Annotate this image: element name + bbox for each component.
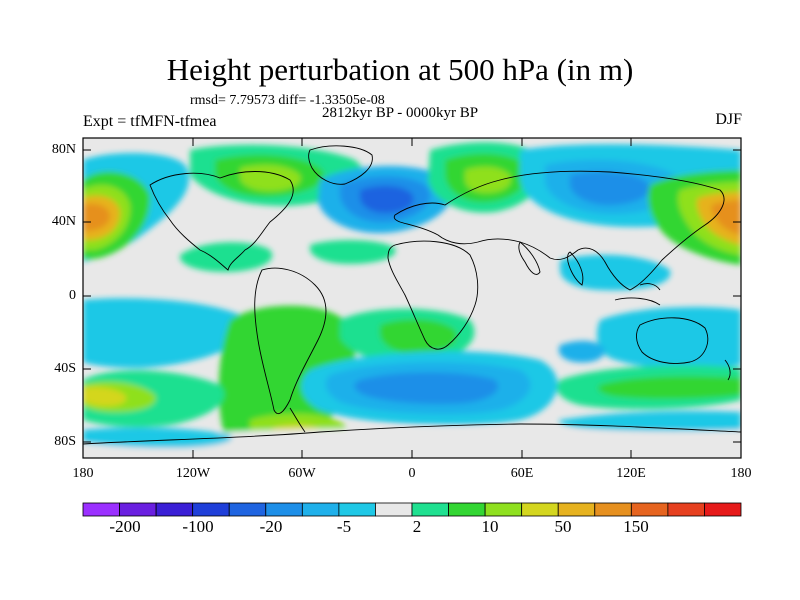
colorbar: [82, 502, 742, 517]
lon-label-0: 0: [408, 466, 416, 481]
colorbar-label: 150: [623, 517, 649, 536]
map-title: Height perturbation at 500 hPa (in m): [166, 52, 634, 87]
colorbar-swatch: [484, 502, 523, 517]
colorbar-swatch: [448, 502, 486, 517]
colorbar-swatch: [155, 502, 194, 517]
lat-label-40s: 40S: [54, 361, 76, 376]
colorbar-swatch: [375, 502, 413, 517]
lat-label-0: 0: [69, 288, 76, 303]
lon-label-120w: 120W: [175, 466, 211, 481]
colorbar-label: 50: [554, 517, 572, 536]
colorbar-swatch: [704, 502, 742, 517]
lon-label-60w: 60W: [288, 466, 316, 481]
colorbar-label: 10: [481, 517, 499, 536]
colorbar-swatch: [192, 502, 230, 517]
colorbar-swatch: [82, 502, 120, 517]
lon-label-180w: 180: [72, 466, 94, 481]
lat-label-40n: 40N: [51, 214, 76, 229]
contour-field: [83, 138, 741, 458]
colorbar-swatch: [630, 502, 669, 517]
colorbar-swatch: [228, 502, 267, 517]
colorbar-label: -200: [109, 517, 141, 536]
colorbar-swatch: [521, 502, 559, 517]
colorbar-swatch: [411, 502, 449, 517]
colorbar-swatch: [338, 502, 376, 517]
lon-ticks: [192, 138, 632, 458]
lon-label-180e: 180: [730, 466, 752, 481]
colorbar-swatch: [119, 502, 157, 517]
colorbar-swatch: [557, 502, 596, 517]
lat-ticks: [83, 149, 741, 443]
lat-label-80s: 80S: [54, 434, 76, 449]
colorbar-label: -5: [336, 517, 352, 536]
rmsd-stats: rmsd= 7.79573 diff= -1.33505e-08: [190, 93, 385, 108]
coastlines: [83, 145, 741, 445]
period-label: 2812kyr BP - 0000kyr BP: [322, 105, 479, 121]
colorbar-label: -100: [182, 517, 214, 536]
lon-label-120e: 120E: [616, 466, 646, 481]
season-label: DJF: [715, 111, 742, 128]
colorbar-label: 2: [412, 517, 422, 536]
colorbar-swatch: [301, 502, 340, 517]
colorbar-swatch: [594, 502, 632, 517]
colorbar-label: -20: [259, 517, 283, 536]
experiment-label: Expt = tfMFN-tfmea: [83, 113, 217, 130]
lon-label-60e: 60E: [510, 466, 534, 481]
lat-label-80n: 80N: [51, 142, 76, 157]
colorbar-swatch: [265, 502, 303, 517]
colorbar-swatch: [667, 502, 705, 517]
